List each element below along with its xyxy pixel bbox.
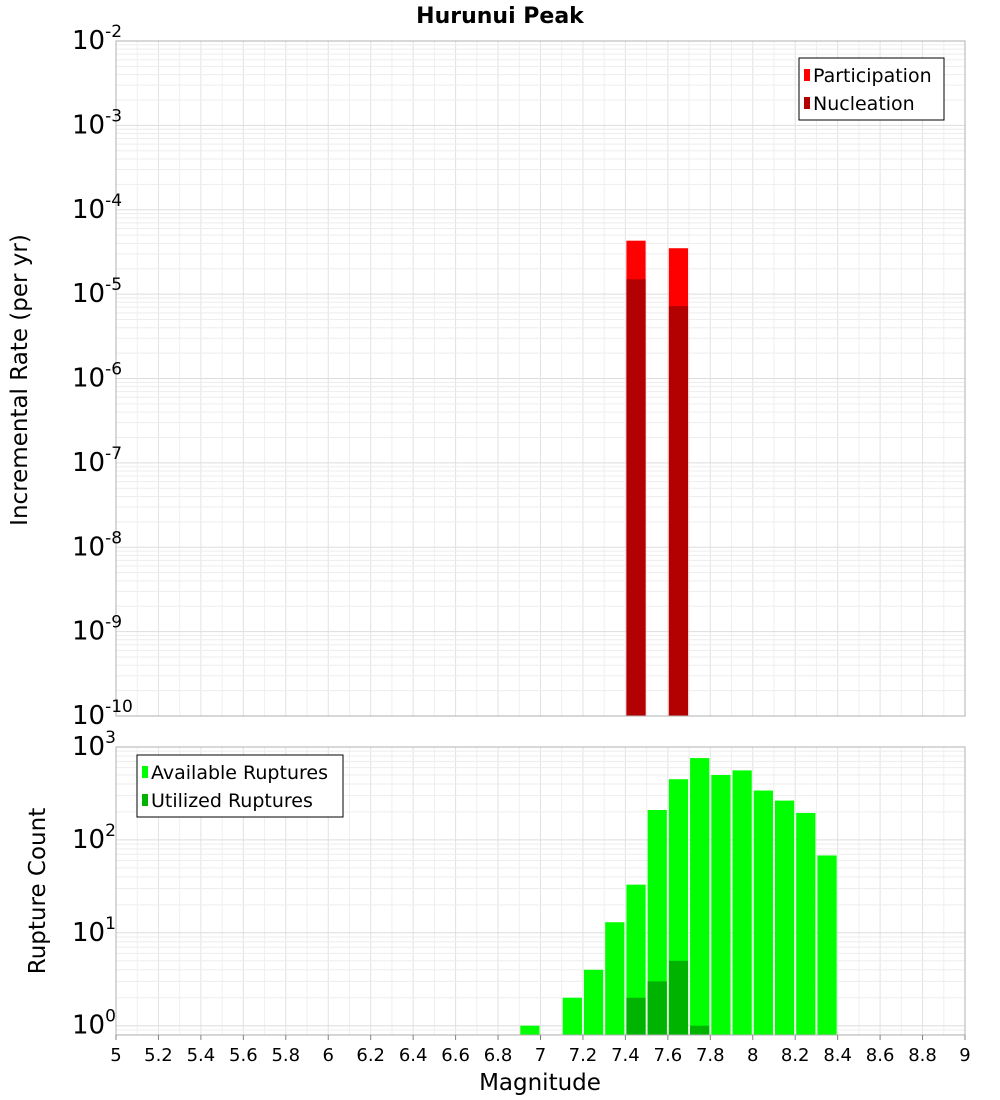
count-bars [520, 758, 837, 1035]
count-bar-b [626, 997, 646, 1035]
rate-legend-swatch [804, 97, 810, 109]
x-tick-label: 6.4 [399, 1045, 428, 1066]
count-bar-a [711, 774, 731, 1035]
count-bar-a [605, 922, 625, 1035]
rate-y-tick-label: 10-8 [72, 528, 122, 562]
count-bar-a [817, 855, 837, 1035]
x-tick-label: 7.2 [569, 1045, 598, 1066]
rate-y-tick-label: 10-2 [72, 22, 122, 56]
count-legend-swatch [142, 766, 148, 778]
x-tick-label: 8.2 [781, 1045, 810, 1066]
x-tick-label: 6.2 [356, 1045, 385, 1066]
rate-y-tick-label: 10-3 [72, 106, 122, 140]
count-bar-b [668, 960, 689, 1035]
count-bar-a [690, 758, 710, 1035]
x-tick-label: 5.6 [229, 1045, 258, 1066]
count-legend-label: Utilized Ruptures [151, 790, 313, 812]
rate-y-tick-label: 10-7 [72, 444, 122, 478]
rate-y-tick-label: 10-9 [72, 613, 122, 647]
x-tick-label: 5.8 [271, 1045, 300, 1066]
rate-legend-label: Participation [813, 65, 932, 87]
rate-panel: 10-10 10-9 10-8 10-7 10-6 10-5 10-4 10-3 10-2 In… [7, 22, 966, 731]
x-tick-label: 7 [535, 1045, 546, 1066]
count-bar-a [562, 997, 582, 1035]
count-bar-a [520, 1025, 540, 1035]
rate-bars [626, 240, 689, 717]
count-bar-a [583, 969, 604, 1035]
x-tick-label: 5.2 [144, 1045, 173, 1066]
x-tick-label: 7.6 [654, 1045, 683, 1066]
magnitude-x-ticks: 5 5.2 5.4 5.6 5.8 6 6.2 6.4 6.6 6.8 7 7.2 7.4 7.6 7.8 8… [110, 1035, 971, 1066]
count-y-tick-label: 100 [72, 1007, 116, 1041]
count-bar-a [796, 812, 816, 1035]
rate-legend-label: Nucleation [813, 93, 915, 115]
count-legend-label: Available Ruptures [151, 762, 328, 784]
count-bar-b [690, 1025, 710, 1035]
x-tick-label: 7.4 [611, 1045, 640, 1066]
count-y-tick-label: 101 [72, 914, 116, 948]
rate-y-axis-label: Incremental Rate (per yr) [7, 234, 33, 526]
count-bar-a [647, 809, 667, 1035]
count-bar-b [647, 981, 667, 1035]
count-y-tick-label: 103 [72, 728, 116, 762]
rate-legend-box [798, 57, 945, 121]
x-tick-label: 8.6 [866, 1045, 895, 1066]
count-y-ticks: 100 101 102 103 [72, 728, 116, 1041]
count-bar-a [774, 800, 795, 1035]
x-tick-label: 8 [747, 1045, 758, 1066]
count-y-tick-label: 102 [72, 821, 116, 855]
count-bar-a [753, 790, 773, 1035]
rate-y-ticks: 10-10 10-9 10-8 10-7 10-6 10-5 10-4 10-3 10-2 [72, 22, 133, 731]
count-y-axis-label: Rupture Count [25, 808, 51, 974]
x-tick-label: 8.8 [908, 1045, 937, 1066]
rate-y-tick-label: 10-4 [72, 191, 122, 225]
x-tick-label: 9 [959, 1045, 970, 1066]
rate-legend-swatch [804, 69, 810, 81]
count-legend: Available Ruptures Utilized Ruptures [136, 754, 344, 818]
chart-title: Hurunui Peak [416, 4, 585, 29]
count-legend-box [136, 754, 344, 818]
rate-legend: Participation Nucleation [798, 57, 945, 121]
rate-y-tick-label: 10-10 [72, 697, 133, 731]
x-tick-label: 6.6 [441, 1045, 470, 1066]
x-axis-label: Magnitude [479, 1070, 601, 1096]
rate-bar-b [626, 279, 646, 716]
x-tick-label: 6 [323, 1045, 334, 1066]
count-bar-a [626, 884, 646, 1035]
x-tick-label: 5.4 [187, 1045, 216, 1066]
x-tick-label: 5 [110, 1045, 121, 1066]
rate-y-tick-label: 10-6 [72, 360, 122, 394]
x-tick-label: 8.4 [823, 1045, 852, 1066]
rate-y-tick-label: 10-5 [72, 275, 122, 309]
rate-bar-b [668, 306, 689, 716]
count-bar-a [732, 770, 752, 1035]
x-tick-label: 6.8 [484, 1045, 513, 1066]
x-tick-label: 7.8 [696, 1045, 725, 1066]
rate-grid [115, 41, 966, 717]
count-panel: 100 101 102 103 5 5.2 5.4 5.6 5.8 6 6.2 6.4 6.6 6.8 7… [25, 728, 971, 1096]
rate-plot-border [115, 40, 966, 717]
count-legend-swatch [142, 794, 148, 806]
